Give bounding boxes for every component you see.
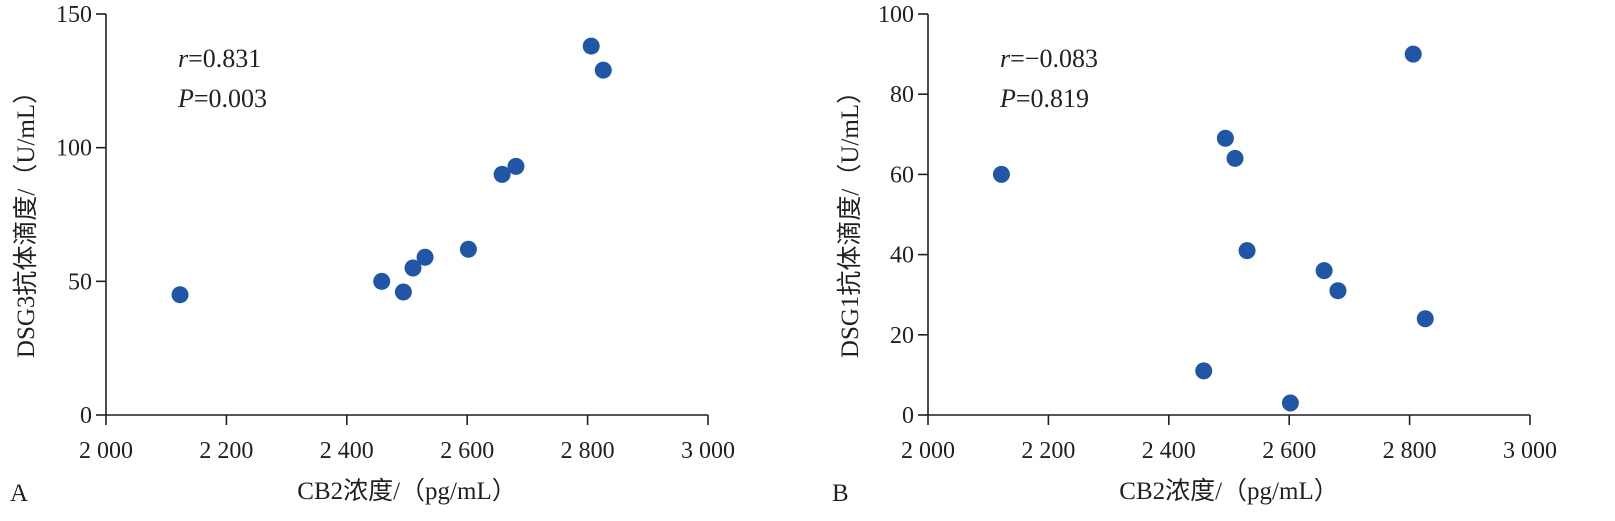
x-tick-label: 2 000 bbox=[901, 438, 955, 464]
data-point bbox=[1281, 394, 1299, 412]
data-point bbox=[507, 157, 525, 175]
data-point bbox=[373, 272, 391, 290]
y-axis-title: DSG3抗体滴度/（U/mL） bbox=[12, 79, 40, 358]
y-tick-label: 40 bbox=[890, 243, 914, 269]
correlation-annotation: r=0.831 bbox=[178, 44, 261, 73]
data-point bbox=[992, 165, 1010, 183]
y-tick-label: 100 bbox=[878, 2, 914, 28]
p-value-annotation: P=0.819 bbox=[999, 84, 1089, 113]
correlation-annotation: r=−0.083 bbox=[1000, 44, 1098, 73]
data-point bbox=[1315, 262, 1333, 280]
data-point bbox=[459, 240, 477, 258]
stat-symbol: r bbox=[178, 44, 189, 73]
x-tick-label: 2 000 bbox=[79, 438, 133, 464]
x-tick-label: 2 600 bbox=[440, 438, 494, 464]
p-value-annotation: P=0.003 bbox=[177, 84, 267, 113]
x-tick-label: 3 000 bbox=[1503, 438, 1557, 464]
data-point bbox=[1404, 45, 1422, 63]
data-point bbox=[1416, 310, 1434, 328]
data-point bbox=[582, 37, 600, 55]
data-point bbox=[594, 61, 612, 79]
data-point bbox=[171, 286, 189, 304]
y-axis-title: DSG1抗体滴度/（U/mL） bbox=[836, 79, 864, 358]
x-tick-label: 2 400 bbox=[1142, 438, 1196, 464]
data-point bbox=[404, 259, 422, 277]
x-tick-label: 2 400 bbox=[320, 438, 374, 464]
chart-panel-b: 0 20 40 60 80 100 2 000 2 200 2 400 2 600 2 800 3 0… bbox=[832, 2, 1557, 507]
chart-panel-a: 0 50 100 150 2 000 2 200 2 400 2 600 2 800 3 000 C… bbox=[10, 2, 735, 507]
stat-value: =0.819 bbox=[1016, 84, 1089, 113]
data-point bbox=[1238, 242, 1256, 260]
y-tick-label: 150 bbox=[56, 2, 92, 28]
y-tick-label: 80 bbox=[890, 82, 914, 108]
x-axis-title: CB2浓度/（pg/mL） bbox=[1119, 477, 1338, 505]
y-tick-label: 100 bbox=[56, 136, 92, 162]
stat-symbol: P bbox=[999, 84, 1016, 113]
y-tick-label: 50 bbox=[68, 269, 92, 295]
x-tick-label: 3 000 bbox=[681, 438, 735, 464]
data-point bbox=[1195, 362, 1213, 380]
x-tick-label: 2 800 bbox=[561, 438, 615, 464]
panel-label: A bbox=[10, 480, 28, 507]
data-point bbox=[394, 283, 412, 301]
data-point bbox=[1329, 282, 1347, 300]
x-tick-label: 2 600 bbox=[1262, 438, 1316, 464]
y-tick-label: 20 bbox=[890, 323, 914, 349]
data-point bbox=[416, 248, 434, 266]
x-tick-label: 2 200 bbox=[199, 438, 253, 464]
stat-symbol: P bbox=[177, 84, 194, 113]
stat-value: =0.003 bbox=[194, 84, 267, 113]
stat-symbol: r bbox=[1000, 44, 1011, 73]
data-point bbox=[493, 165, 511, 183]
y-tick-label: 60 bbox=[890, 162, 914, 188]
x-tick-label: 2 200 bbox=[1021, 438, 1075, 464]
stat-value: =0.831 bbox=[188, 44, 261, 73]
data-point bbox=[1226, 149, 1244, 167]
data-point bbox=[1216, 129, 1234, 147]
panel-label: B bbox=[832, 480, 849, 507]
x-axis-title: CB2浓度/（pg/mL） bbox=[297, 477, 516, 505]
stat-value: =−0.083 bbox=[1010, 44, 1098, 73]
x-tick-label: 2 800 bbox=[1383, 438, 1437, 464]
y-tick-label: 0 bbox=[80, 403, 92, 429]
y-tick-label: 0 bbox=[902, 403, 914, 429]
